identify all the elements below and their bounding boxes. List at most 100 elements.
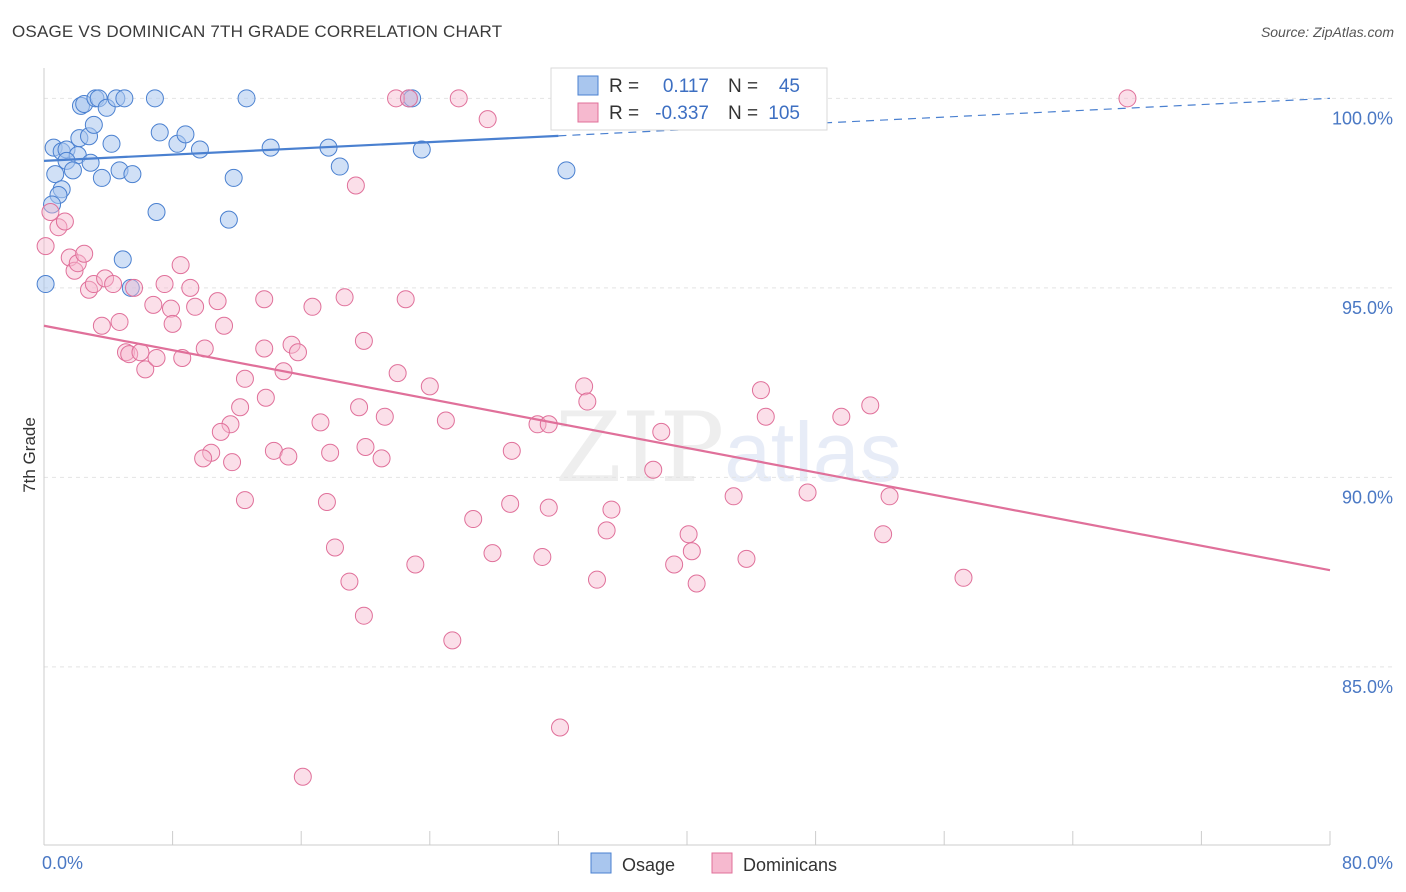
dominicans-point (587, 570, 606, 589)
dominicans-point (41, 203, 60, 222)
dominicans-point (144, 295, 163, 314)
osage-point (92, 168, 111, 187)
dominicans-point (235, 491, 254, 510)
dominicans-point (832, 407, 851, 426)
dominicans-point (443, 631, 462, 650)
dominicans-n-value: 105 (768, 103, 800, 124)
dominicans-point (644, 460, 663, 479)
dominicans-point (399, 89, 418, 108)
dominicans-point (194, 449, 213, 468)
legend-dominicans-swatch (711, 852, 733, 874)
dominicans-point (597, 521, 616, 540)
dominicans-point (354, 331, 373, 350)
dominicans-point (682, 542, 701, 561)
osage-points (36, 89, 579, 297)
dominicans-point (406, 555, 425, 574)
dominicans-point (575, 377, 594, 396)
dominicans-point (293, 767, 312, 786)
dominicans-point (551, 718, 570, 737)
dominicans-point (181, 278, 200, 297)
dominicans-point (388, 364, 407, 383)
dominicans-point (346, 176, 365, 195)
dominicans-r-label: R = (609, 103, 639, 124)
dominicans-point (311, 413, 330, 432)
dominicans-point (36, 237, 55, 256)
osage-point (261, 138, 280, 157)
dominicans-point (751, 381, 770, 400)
dominicans-trend-line (43, 324, 1331, 572)
dominicans-point (375, 407, 394, 426)
osage-n-label: N = (728, 76, 758, 97)
dominicans-point (84, 275, 103, 294)
osage-point (123, 165, 142, 184)
dominicans-point (208, 292, 227, 311)
dominicans-point (136, 360, 155, 379)
dominicans-point (104, 275, 123, 294)
x-tick-label-max: 80.0% (1342, 853, 1393, 873)
dominicans-point (874, 525, 893, 544)
legend-osage-label: Osage (622, 855, 675, 875)
dominicans-point (223, 453, 242, 472)
dominicans-n-label: N = (728, 103, 758, 124)
dominicans-point (502, 441, 521, 460)
y-tick-label: 85.0% (1342, 677, 1393, 697)
osage-point (330, 157, 349, 176)
osage-point (219, 210, 238, 229)
dominicans-point (125, 278, 144, 297)
dominicans-point (464, 510, 483, 529)
legend-osage-swatch (590, 852, 612, 874)
osage-point (150, 123, 169, 142)
dominicans-r-value: -0.337 (655, 103, 709, 124)
osage-trend-line (43, 134, 559, 162)
osage-point (115, 89, 134, 108)
dominicans-point (68, 254, 87, 273)
osage-point (557, 161, 576, 180)
dominicans-point (171, 256, 190, 275)
dominicans-point (235, 369, 254, 388)
dominicans-point (255, 339, 274, 358)
osage-point (81, 153, 100, 172)
dominicans-point (652, 422, 671, 441)
axes (43, 68, 1331, 846)
dominicans-point (372, 449, 391, 468)
dominicans-point (756, 407, 775, 426)
osage-point (102, 134, 121, 153)
osage-point (63, 161, 82, 180)
osage-point (113, 250, 132, 269)
dominicans-point (356, 438, 375, 457)
dominicans-point (1118, 89, 1137, 108)
osage-point (224, 168, 243, 187)
x-tick-label-min: 0.0% (42, 853, 83, 873)
dominicans-point (679, 525, 698, 544)
dominicans-point (350, 398, 369, 417)
dominicans-point (954, 568, 973, 587)
dominicans-point (737, 549, 756, 568)
stats-legend: R = 0.117 N = 45 R = -0.337 N = 105 (550, 67, 828, 131)
dominicans-point (215, 316, 234, 335)
chart-title: OSAGE VS DOMINICAN 7TH GRADE CORRELATION… (12, 22, 503, 41)
dominicans-point (501, 494, 520, 513)
dominicans-point (321, 443, 340, 462)
dominicans-point (116, 343, 135, 362)
watermark: ZIPatlas (555, 392, 902, 504)
dominicans-point (354, 606, 373, 625)
dominicans-point (478, 110, 497, 129)
dominicans-point (221, 415, 240, 434)
dominicans-point (279, 447, 298, 466)
y-tick-label: 100.0% (1332, 108, 1393, 128)
dominicans-point (420, 377, 439, 396)
dominicans-point (161, 299, 180, 318)
dominicans-swatch (577, 102, 599, 123)
osage-r-value: 0.117 (663, 76, 709, 97)
dominicans-point (282, 335, 301, 354)
source-label: Source: ZipAtlas.com (1260, 24, 1394, 40)
osage-point (412, 140, 431, 159)
dominicans-point (231, 398, 250, 417)
dominicans-point (211, 422, 230, 441)
dominicans-point (55, 212, 74, 231)
dominicans-point (255, 290, 274, 309)
dominicans-point (303, 297, 322, 316)
osage-r-label: R = (609, 76, 639, 97)
osage-point (147, 203, 166, 222)
